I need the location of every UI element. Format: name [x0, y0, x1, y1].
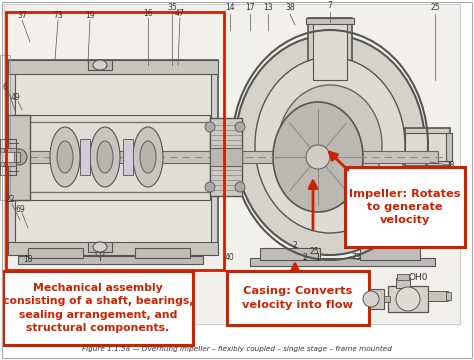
Bar — [210, 148, 242, 166]
Bar — [80, 139, 90, 175]
Bar — [313, 22, 347, 80]
Ellipse shape — [90, 127, 120, 187]
Text: 47: 47 — [175, 9, 185, 18]
Ellipse shape — [93, 242, 107, 252]
Bar — [260, 248, 320, 260]
Text: 1: 1 — [316, 253, 320, 262]
Bar — [405, 128, 450, 166]
Text: Casing: Converts
velocity into flow: Casing: Converts velocity into flow — [243, 287, 354, 310]
Bar — [0, 152, 14, 162]
Bar — [8, 151, 438, 163]
Text: 69: 69 — [15, 206, 25, 215]
Bar — [446, 292, 451, 300]
Ellipse shape — [93, 60, 107, 70]
Bar — [8, 60, 218, 255]
Bar — [88, 60, 112, 70]
Text: 2: 2 — [302, 253, 307, 262]
Text: 73: 73 — [351, 253, 361, 262]
Bar — [446, 133, 452, 161]
Text: 24: 24 — [445, 174, 455, 183]
Text: OH0: OH0 — [408, 274, 428, 283]
Bar — [18, 256, 203, 264]
Ellipse shape — [205, 182, 215, 192]
Text: 49: 49 — [11, 94, 21, 103]
Bar — [15, 122, 210, 192]
Bar — [8, 242, 218, 255]
Ellipse shape — [205, 122, 215, 132]
Text: 37: 37 — [17, 12, 27, 21]
Ellipse shape — [133, 127, 163, 187]
Bar — [15, 67, 211, 249]
FancyBboxPatch shape — [345, 167, 465, 247]
Ellipse shape — [11, 149, 27, 165]
Bar — [396, 278, 410, 288]
Bar — [123, 139, 133, 175]
Text: 38: 38 — [285, 4, 295, 13]
Bar — [28, 248, 83, 258]
Text: 35: 35 — [167, 4, 177, 13]
Bar — [358, 289, 384, 309]
Bar — [428, 291, 448, 301]
Bar — [384, 296, 390, 302]
Bar — [0, 148, 14, 166]
Ellipse shape — [235, 182, 245, 192]
Text: 22: 22 — [5, 195, 15, 204]
Text: 19: 19 — [85, 12, 95, 21]
Bar — [360, 248, 420, 260]
Text: Mechanical assembly
consisting of a shaft, bearings,
sealing arrangement, and
st: Mechanical assembly consisting of a shaf… — [3, 283, 193, 333]
Ellipse shape — [57, 141, 73, 173]
Bar — [8, 60, 218, 74]
Text: Impeller: Rotates
to generate
velocity: Impeller: Rotates to generate velocity — [349, 189, 461, 225]
Bar — [4, 148, 16, 152]
Bar — [306, 18, 354, 24]
Bar — [8, 115, 30, 200]
Text: 40: 40 — [225, 253, 235, 262]
Ellipse shape — [235, 122, 245, 132]
Bar — [0, 55, 10, 200]
Bar — [0, 139, 16, 175]
Ellipse shape — [273, 102, 363, 212]
Text: 17: 17 — [245, 4, 255, 13]
Ellipse shape — [255, 57, 405, 233]
Bar — [4, 4, 460, 324]
Text: 25: 25 — [430, 4, 440, 13]
Bar — [313, 18, 347, 26]
Ellipse shape — [235, 35, 425, 255]
Bar — [15, 115, 210, 200]
Ellipse shape — [50, 127, 80, 187]
Text: 16: 16 — [143, 9, 153, 18]
Bar — [88, 242, 112, 252]
Bar — [210, 118, 242, 196]
Text: 13: 13 — [263, 4, 273, 13]
Bar — [6, 12, 224, 270]
Ellipse shape — [278, 85, 382, 205]
Ellipse shape — [97, 141, 113, 173]
Ellipse shape — [140, 141, 156, 173]
Text: 18: 18 — [23, 256, 33, 265]
Ellipse shape — [396, 287, 420, 311]
Text: Figure 1.1.5a — Overhung impeller – flexibly coupled – single stage – frame moun: Figure 1.1.5a — Overhung impeller – flex… — [82, 346, 392, 352]
Bar — [135, 248, 190, 258]
Bar — [308, 18, 352, 83]
Bar — [388, 286, 428, 312]
Bar — [250, 258, 435, 266]
Text: 25: 25 — [309, 248, 319, 256]
Ellipse shape — [306, 145, 330, 169]
Text: 28: 28 — [445, 161, 455, 170]
Bar — [405, 133, 450, 161]
Text: 14: 14 — [225, 4, 235, 13]
Bar — [0, 152, 20, 162]
Bar — [397, 274, 409, 280]
FancyBboxPatch shape — [227, 271, 369, 325]
Text: 7: 7 — [328, 1, 332, 10]
Text: 6: 6 — [2, 84, 8, 93]
Ellipse shape — [363, 291, 379, 307]
Text: 73: 73 — [53, 12, 63, 21]
Text: 2: 2 — [292, 242, 297, 251]
Bar — [4, 162, 16, 166]
FancyBboxPatch shape — [3, 271, 193, 345]
